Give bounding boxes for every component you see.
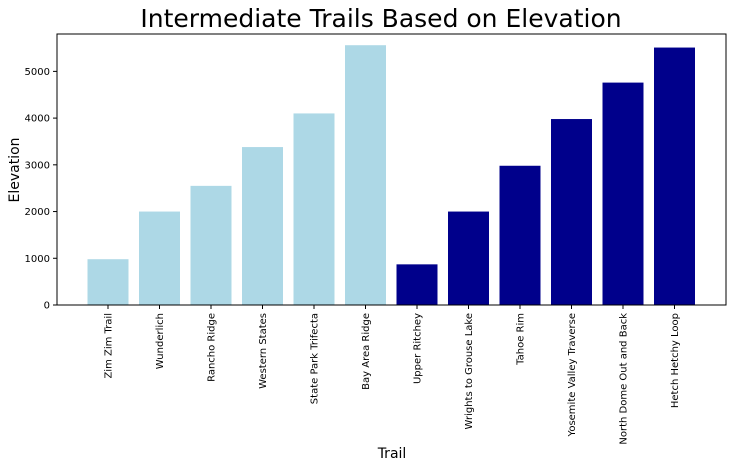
y-tick-label: 4000 [25,114,50,125]
y-tick-label: 2000 [25,207,50,218]
bar-bay-area-ridge [345,45,386,305]
x-tick-label: North Dome Out and Back [619,313,630,445]
chart-title: Intermediate Trails Based on Elevation [140,4,621,33]
bar-state-park-trifecta [293,113,335,306]
bar-tahoe-rim [499,165,541,305]
bars-group [87,45,695,306]
bar-upper-ritchey [396,264,438,305]
bar-hetch-hetchy-loop [654,47,695,306]
x-tick-label: Upper Ritchey [413,313,424,384]
x-tick-label: Western States [258,313,269,389]
bar-zim-zim-trail [87,259,129,305]
bar-rancho-ridge [190,185,232,305]
y-tick-label: 0 [44,301,50,312]
x-tick-label: Wunderlich [155,313,166,369]
bar-wunderlich [139,211,180,305]
x-tick-label: Zim Zim Trail [104,313,115,379]
bar-western-states [242,147,283,305]
bar-north-dome-out-and-back [602,82,644,305]
x-tick-label: State Park Trifecta [310,313,321,404]
x-tick-label: Bay Area Ridge [361,313,372,390]
plot-frame [56,33,727,306]
x-tick-label: Rancho Ridge [207,313,218,382]
x-tick-label: Wrights to Grouse Lake [464,313,475,429]
x-tick-label: Tahoe Rim [516,313,527,366]
x-axis-ticks: Zim Zim Trail Wunderlich Rancho Ridge Weste… [104,305,681,445]
x-axis-label: Trail [377,446,407,462]
bar-wrights-to-grouse-lake [448,211,489,305]
x-tick-label: Hetch Hetchy Loop [670,313,681,408]
y-tick-label: 5000 [25,67,50,78]
y-tick-label: 3000 [25,160,50,171]
bar-yosemite-valley-traverse [551,119,592,305]
y-axis-ticks: 0 1000 2000 3000 4000 5000 [25,67,57,312]
x-tick-label: Yosemite Valley Traverse [567,313,578,437]
y-axis-label: Elevation [7,137,23,202]
y-tick-label: 1000 [25,254,50,265]
